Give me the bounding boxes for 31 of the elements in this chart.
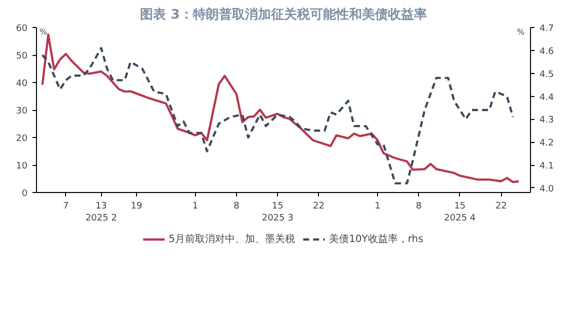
chart-title: 图表 3：特朗普取消加征关税可能性和美债收益率 bbox=[140, 6, 427, 22]
y2-tick-label: 4.6 bbox=[540, 46, 554, 57]
x-tick-label: 1 bbox=[374, 202, 380, 212]
y2-tick-label: 4.2 bbox=[540, 138, 554, 149]
x-tick-label: 13 2025 2 bbox=[85, 202, 117, 224]
x-tick-label: 1 bbox=[192, 202, 198, 212]
y2-tick-label: 4.4 bbox=[540, 92, 554, 103]
y-tick-label: 0 bbox=[22, 189, 28, 199]
y2-tick-label: 4.7 bbox=[540, 24, 554, 34]
y-tick-label: 40 bbox=[16, 79, 28, 89]
x-tick-label: 15 2025 3 bbox=[262, 202, 294, 224]
x-tick-label: 8 bbox=[234, 202, 240, 212]
y2-tick-label: 4.0 bbox=[540, 184, 554, 194]
y2-tick-label: 4.1 bbox=[540, 162, 554, 172]
x-tick-label: 15 2025 4 bbox=[444, 202, 476, 224]
y-tick-label: 20 bbox=[16, 134, 28, 144]
legend-label: 美债10Y收益率，rhs bbox=[329, 232, 424, 246]
x-tick-label: 22 bbox=[313, 202, 325, 212]
y-tick-label: 50 bbox=[16, 52, 28, 62]
x-tick-label: 7 bbox=[63, 202, 69, 212]
legend-label: 5月前取消对中、加、墨关税 bbox=[168, 232, 296, 246]
y-axis-title: % bbox=[40, 28, 48, 36]
x-tick-label: 19 bbox=[130, 202, 142, 212]
y2-tick-label: 4.5 bbox=[540, 70, 554, 80]
y-tick-label: 30 bbox=[16, 106, 28, 116]
y-tick-label: 60 bbox=[16, 24, 28, 34]
y2-tick-label: 4.3 bbox=[540, 116, 554, 126]
x-tick-label: 8 bbox=[416, 202, 422, 212]
x-tick-label: 22 bbox=[495, 202, 507, 212]
y-tick-label: 10 bbox=[16, 162, 28, 172]
y2-axis-title: % bbox=[516, 28, 525, 36]
